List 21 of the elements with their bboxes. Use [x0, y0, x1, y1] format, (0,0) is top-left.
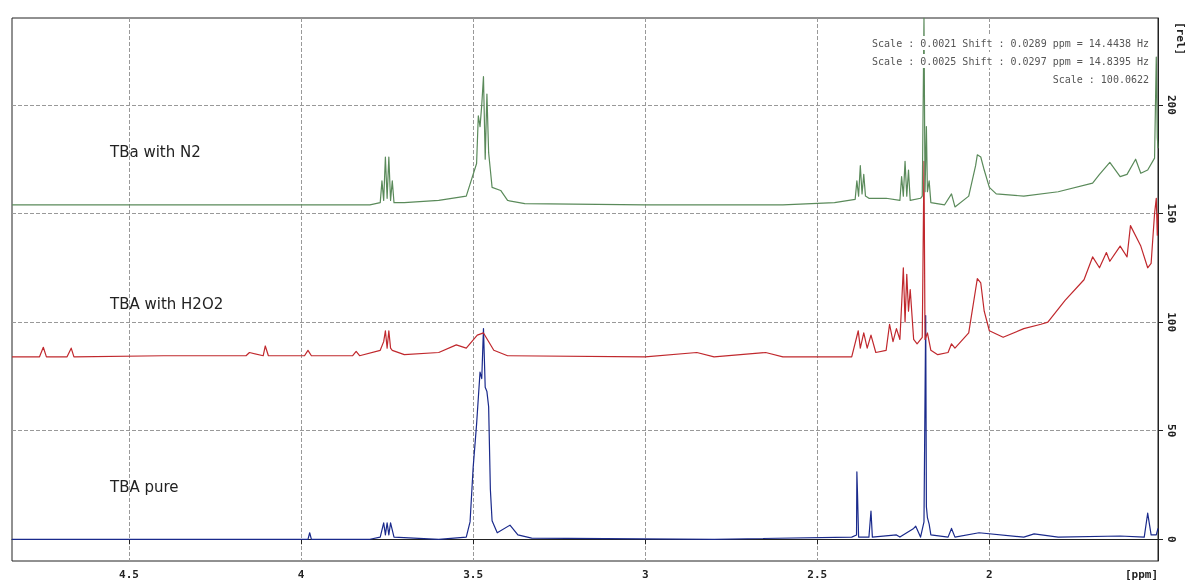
annotation: Scale : 0.0025 Shift : 0.0297 ppm = 14.8395 Hz — [872, 55, 1150, 67]
x-tick-label: 2 — [986, 568, 993, 581]
x-tick-label: 4 — [297, 568, 305, 581]
y-tick-label: 0 — [1165, 535, 1178, 543]
y-tick-label: 100 — [1165, 312, 1178, 333]
x-tick-label: 3.5 — [463, 568, 484, 581]
x-tick-label: 2.5 — [807, 568, 828, 581]
x-tick-label: 3 — [641, 568, 649, 581]
x-axis-title: [ppm] — [1124, 568, 1159, 581]
line-series — [11, 17, 1159, 208]
y-tick-label: 200 — [1165, 94, 1178, 115]
text: TBA with H2O2 — [109, 295, 224, 314]
y-tick-label: 50 — [1165, 424, 1178, 438]
annotation: Scale : 100.0622 — [1052, 73, 1149, 85]
y-tick-label: 150 — [1165, 203, 1178, 224]
annotation: Scale : 0.0021 Shift : 0.0289 ppm = 14.4438 Hz — [872, 37, 1150, 49]
x-tick-label: 4.5 — [119, 568, 139, 581]
line-series — [11, 160, 1159, 358]
y-axis-title: [rel] — [1174, 22, 1187, 56]
text: TBA pure — [109, 477, 179, 496]
text: TBa with N2 — [109, 143, 201, 162]
